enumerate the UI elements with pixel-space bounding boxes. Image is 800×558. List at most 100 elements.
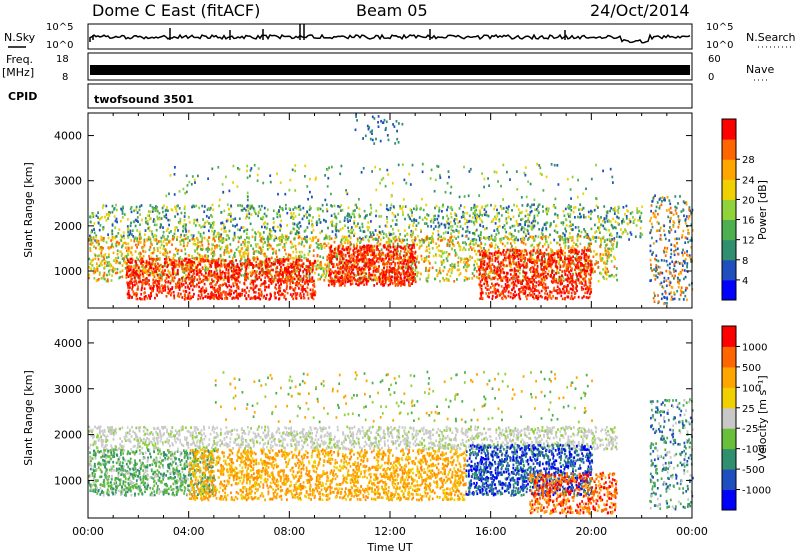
echo-cell <box>213 288 215 291</box>
echo-cell <box>207 296 209 299</box>
echo-cell <box>281 293 283 296</box>
echo-cell <box>200 233 202 236</box>
echo-cell <box>425 267 427 270</box>
echo-cell <box>155 270 157 273</box>
echo-cell <box>159 280 161 283</box>
echo-cell <box>510 242 512 245</box>
echo-cell <box>168 224 170 227</box>
echo-cell <box>191 255 193 258</box>
echo-cell <box>289 207 291 210</box>
echo-cell <box>173 280 175 283</box>
echo-cell <box>93 267 95 270</box>
echo-cell <box>508 205 510 208</box>
echo-cell <box>126 255 128 258</box>
power-scatter-data <box>88 113 693 305</box>
echo-cell <box>318 247 320 250</box>
echo-cell <box>229 243 231 246</box>
echo-cell <box>600 259 602 262</box>
echo-cell <box>473 264 475 267</box>
echo-cell <box>296 207 298 210</box>
echo-cell <box>443 261 445 264</box>
echo-cell <box>312 288 314 291</box>
echo-cell <box>301 259 303 262</box>
echo-cell <box>346 239 348 242</box>
echo-cell <box>603 205 605 208</box>
echo-cell <box>164 262 166 265</box>
echo-cell <box>109 265 111 268</box>
echo-cell <box>204 222 206 225</box>
echo-cell <box>482 225 484 228</box>
echo-cell <box>616 235 618 238</box>
echo-cell <box>131 206 133 209</box>
echo-cell <box>428 255 430 258</box>
echo-cell <box>298 243 300 246</box>
echo-cell <box>221 211 223 214</box>
echo-cell <box>192 289 194 292</box>
echo-cell <box>152 288 154 291</box>
echo-cell <box>307 294 309 297</box>
echo-cell <box>232 282 234 285</box>
echo-cell <box>163 248 165 251</box>
echo-cell <box>486 227 488 230</box>
echo-cell <box>319 232 321 235</box>
echo-cell <box>286 282 288 285</box>
echo-cell <box>93 213 95 216</box>
echo-cell <box>444 224 446 227</box>
echo-cell <box>170 259 172 262</box>
freq-trace <box>90 65 690 75</box>
echo-cell <box>310 244 312 247</box>
echo-cell <box>560 247 562 250</box>
echo-cell <box>452 225 454 228</box>
echo-cell <box>177 273 179 276</box>
echo-cell <box>437 238 439 241</box>
echo-cell <box>135 237 137 240</box>
echo-cell <box>196 266 198 269</box>
echo-cell <box>235 259 237 262</box>
echo-cell <box>131 261 133 264</box>
echo-cell <box>221 292 223 295</box>
echo-cell <box>123 261 125 264</box>
echo-cell <box>410 208 412 211</box>
echo-cell <box>249 207 251 210</box>
echo-cell <box>441 210 443 213</box>
echo-cell <box>307 280 309 283</box>
echo-cell <box>240 243 242 246</box>
echo-cell <box>313 283 315 286</box>
echo-cell <box>108 214 110 217</box>
echo-cell <box>565 241 567 244</box>
echo-cell <box>420 207 422 210</box>
echo-cell <box>525 215 527 218</box>
echo-cell <box>235 269 237 272</box>
echo-cell <box>537 247 539 250</box>
echo-cell <box>354 216 356 219</box>
echo-cell <box>240 260 242 263</box>
echo-cell <box>188 273 190 276</box>
echo-cell <box>521 228 523 231</box>
echo-cell <box>166 266 168 269</box>
echo-cell <box>181 239 183 242</box>
echo-cell <box>225 259 227 262</box>
echo-cell <box>419 216 421 219</box>
echo-cell <box>531 236 533 239</box>
echo-cell <box>627 223 629 226</box>
echo-cell <box>167 219 169 222</box>
echo-cell <box>612 225 614 228</box>
echo-cell <box>451 272 453 275</box>
echo-cell <box>584 246 586 249</box>
echo-cell <box>459 220 461 223</box>
echo-cell <box>472 272 474 275</box>
echo-cell <box>411 235 413 238</box>
echo-cell <box>538 236 540 239</box>
echo-cell <box>376 279 378 282</box>
echo-cell <box>441 250 443 253</box>
echo-cell <box>255 243 257 246</box>
echo-cell <box>429 237 431 240</box>
echo-cell <box>181 267 183 270</box>
echo-cell <box>140 270 142 273</box>
echo-cell <box>303 278 305 281</box>
echo-cell <box>122 270 124 273</box>
echo-cell <box>379 225 381 228</box>
echo-cell <box>273 217 275 220</box>
echo-cell <box>103 237 105 240</box>
echo-cell <box>160 224 162 227</box>
